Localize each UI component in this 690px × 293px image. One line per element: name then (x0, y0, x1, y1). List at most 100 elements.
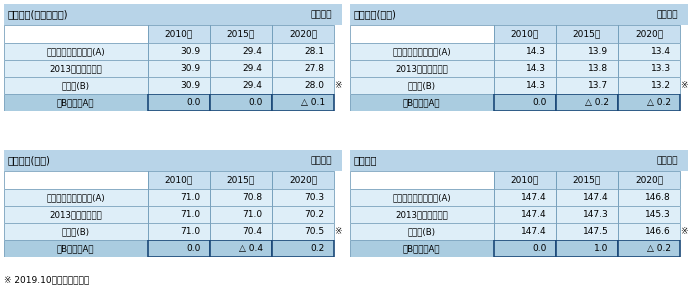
Bar (493, 60, 555, 77)
Text: 2020年: 2020年 (635, 176, 663, 185)
Text: 145.3: 145.3 (645, 210, 671, 219)
Bar (618, 25, 680, 43)
Bar (4, 94, 148, 111)
Bar (4, 189, 148, 206)
Text: 70.4: 70.4 (242, 227, 262, 236)
Bar (350, 206, 493, 223)
Text: 京都府人口ビジョン(A): 京都府人口ビジョン(A) (46, 193, 105, 202)
Bar (493, 94, 555, 111)
Text: 0.0: 0.0 (186, 244, 200, 253)
Bar (4, 223, 148, 240)
Text: 南部地域(山城): 南部地域(山城) (8, 156, 51, 166)
Bar (210, 223, 272, 240)
Bar (272, 189, 334, 206)
Bar (148, 60, 210, 77)
Bar (493, 206, 555, 223)
Text: 2010年: 2010年 (164, 30, 193, 38)
Text: 30.9: 30.9 (180, 64, 200, 73)
Bar (4, 206, 148, 223)
Text: 146.6: 146.6 (645, 227, 671, 236)
Bar (148, 189, 210, 206)
Text: 2013年社人研推計: 2013年社人研推計 (395, 64, 448, 73)
Text: 北部地域(丹後・中丹): 北部地域(丹後・中丹) (8, 9, 68, 20)
Bar (210, 240, 272, 257)
Bar (493, 25, 555, 43)
Text: 71.0: 71.0 (180, 227, 200, 236)
Text: 70.3: 70.3 (304, 193, 325, 202)
Bar (350, 240, 493, 257)
Bar (493, 223, 555, 240)
Bar (210, 206, 272, 223)
Text: 単位万人: 単位万人 (310, 10, 332, 19)
Text: ※: ※ (680, 227, 688, 236)
Bar (210, 189, 272, 206)
Text: 28.0: 28.0 (305, 81, 325, 90)
Text: 2013年社人研推計: 2013年社人研推計 (50, 64, 102, 73)
Bar (555, 94, 618, 111)
Bar (618, 43, 680, 60)
Bar (272, 223, 334, 240)
Bar (493, 43, 555, 60)
Text: 13.7: 13.7 (589, 81, 609, 90)
Bar (272, 240, 334, 257)
Text: 0.0: 0.0 (248, 98, 262, 107)
Text: 147.4: 147.4 (583, 193, 609, 202)
Bar (350, 223, 493, 240)
Bar (555, 223, 618, 240)
Bar (148, 77, 210, 94)
Text: ※ 2019.10府推計人口数値: ※ 2019.10府推計人口数値 (4, 275, 89, 284)
Text: ※: ※ (680, 81, 688, 90)
Text: （B）－（A）: （B）－（A） (403, 98, 440, 107)
Text: 13.9: 13.9 (589, 47, 609, 56)
Text: 2015年: 2015年 (573, 30, 601, 38)
Text: △ 0.2: △ 0.2 (584, 98, 609, 107)
Text: 2015年: 2015年 (226, 176, 255, 185)
Bar (210, 60, 272, 77)
Text: ※: ※ (334, 227, 342, 236)
Text: 単位万人: 単位万人 (656, 10, 678, 19)
Text: △ 0.2: △ 0.2 (647, 244, 671, 253)
Text: 30.9: 30.9 (180, 81, 200, 90)
Text: （B）－（A）: （B）－（A） (403, 244, 440, 253)
Text: （B）－（A）: （B）－（A） (57, 244, 95, 253)
Bar (148, 206, 210, 223)
Bar (4, 77, 148, 94)
Bar (555, 189, 618, 206)
Text: 14.3: 14.3 (526, 64, 546, 73)
Text: 29.4: 29.4 (243, 47, 262, 56)
Bar (618, 206, 680, 223)
Text: 146.8: 146.8 (645, 193, 671, 202)
Bar (272, 25, 334, 43)
Bar (350, 171, 493, 189)
Bar (148, 171, 210, 189)
Text: 29.4: 29.4 (243, 64, 262, 73)
Text: 1.0: 1.0 (594, 244, 609, 253)
Bar (350, 189, 493, 206)
Text: 2013年社人研推計: 2013年社人研推計 (395, 210, 448, 219)
Bar (493, 189, 555, 206)
Text: ※: ※ (334, 81, 342, 90)
Text: 147.4: 147.4 (521, 210, 546, 219)
Bar (555, 25, 618, 43)
Bar (555, 60, 618, 77)
Bar (210, 77, 272, 94)
Text: 府人口(B): 府人口(B) (62, 227, 90, 236)
Bar (272, 43, 334, 60)
Bar (148, 43, 210, 60)
Text: 2010年: 2010年 (164, 176, 193, 185)
Bar (350, 43, 493, 60)
Bar (555, 240, 618, 257)
Text: 単位万人: 単位万人 (310, 156, 332, 165)
Text: 2013年社人研推計: 2013年社人研推計 (50, 210, 102, 219)
Bar (618, 60, 680, 77)
Bar (555, 43, 618, 60)
Text: 71.0: 71.0 (242, 210, 262, 219)
Bar (618, 223, 680, 240)
Text: 府人口(B): 府人口(B) (408, 227, 436, 236)
Text: 2010年: 2010年 (511, 30, 539, 38)
Bar (350, 25, 493, 43)
Text: 0.2: 0.2 (310, 244, 325, 253)
Bar (272, 60, 334, 77)
Text: 13.2: 13.2 (651, 81, 671, 90)
Bar (618, 171, 680, 189)
